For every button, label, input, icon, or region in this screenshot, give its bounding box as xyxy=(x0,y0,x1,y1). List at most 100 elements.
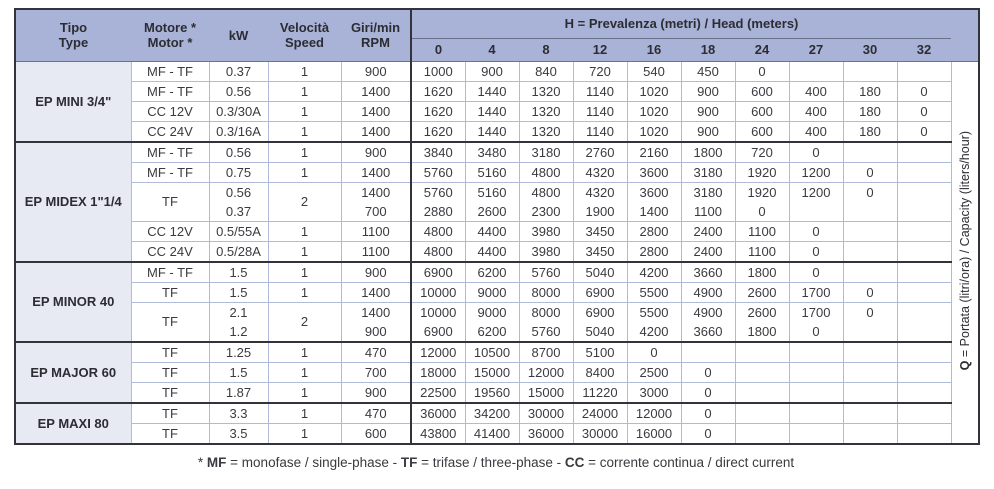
cell-h-24: 1100 xyxy=(734,220,789,241)
cell-h-24: 2600 xyxy=(734,281,789,302)
cell-h-24: 1920 0 xyxy=(734,181,789,221)
cell-h-8: 4800 2300 xyxy=(518,181,573,221)
cell-h-30: 180 xyxy=(842,100,897,121)
table-row: CC 24V 0.5/28A 1 1100 4800 4400 3980 3450 2800 24… xyxy=(15,240,979,262)
cell-h-27 xyxy=(788,340,843,362)
cell-kw: 0.5/28A xyxy=(208,240,268,262)
cell-h-32: 0 xyxy=(896,80,952,101)
table-row: TF 1.5 1 700 18000 15000 12000 8400 2500 0 xyxy=(15,361,979,382)
cell-speed: 1 xyxy=(267,80,341,101)
pump-type-cell: EP MAJOR 60 xyxy=(15,340,131,403)
cell-rpm: 1400 900 xyxy=(340,301,411,342)
table-row: EP MAJOR 60 TF 1.25 1 470 12000 10500 8700 5100 0 xyxy=(15,340,979,403)
cell-h-30 xyxy=(842,340,897,362)
catalog-sheet: Tipo Type Motore * Motor * kW Velocità S… xyxy=(14,8,981,470)
cell-motor: TF xyxy=(130,381,209,403)
cell-h-4: 9000 xyxy=(464,281,519,302)
cell-rpm: 1400 xyxy=(340,281,411,302)
cell-speed: 1 xyxy=(267,361,341,382)
cell-h-4: 4400 xyxy=(464,220,519,241)
cell-speed: 1 xyxy=(267,340,341,362)
cell-h-0: 4800 xyxy=(410,240,465,262)
cell-rpm: 1400 xyxy=(340,80,411,101)
cell-h-4: 10500 xyxy=(464,340,519,362)
cell-h-4: 5160 xyxy=(464,161,519,182)
cell-h-27: 400 xyxy=(788,80,843,101)
cell-h-16: 1020 xyxy=(626,100,681,121)
cell-h-4: 5160 2600 xyxy=(464,181,519,221)
cell-h-18: 900 xyxy=(680,100,735,121)
cell-h-0: 3840 xyxy=(410,140,465,162)
cell-h-30 xyxy=(842,381,897,403)
cell-h-4: 41400 xyxy=(464,422,519,444)
cell-h-32 xyxy=(896,422,952,444)
cell-kw: 1.5 xyxy=(208,281,268,302)
cell-h-27: 1700 xyxy=(788,281,843,302)
col-header-kw: kW xyxy=(209,9,268,62)
cell-h-4: 34200 xyxy=(464,401,519,423)
cell-h-16: 3000 xyxy=(626,381,681,403)
head-value-8: 8 xyxy=(519,38,573,62)
cell-rpm: 470 xyxy=(340,340,411,362)
cell-h-16: 12000 xyxy=(626,401,681,423)
cell-h-16: 0 xyxy=(626,340,681,362)
cell-h-0: 12000 xyxy=(410,340,465,362)
cell-h-18: 4900 3660 xyxy=(680,301,735,342)
cell-h-16: 540 xyxy=(626,61,681,81)
table-row: CC 12V 0.5/55A 1 1100 4800 4400 3980 3450 2800 24… xyxy=(15,220,979,241)
cell-h-24 xyxy=(734,401,789,423)
cell-h-30: 0 xyxy=(842,181,897,221)
cell-h-30 xyxy=(842,220,897,241)
cell-h-12: 11220 xyxy=(572,381,627,403)
table-row: TF 2.1 1.2 2 1400 900 10000 6900 9000 6200 8000 576… xyxy=(15,301,979,342)
table-body: EP MINI 3/4" MF - TF 0.37 1 900 1000 900 840 720… xyxy=(15,61,980,444)
cell-h-12: 720 xyxy=(572,61,627,81)
footnote: * MF = monofase / single-phase - TF = tr… xyxy=(197,454,795,470)
cell-rpm: 600 xyxy=(340,422,411,444)
cell-rpm: 900 xyxy=(340,61,411,81)
cell-h-16: 4200 xyxy=(626,260,681,282)
cell-h-8: 8000 5760 xyxy=(518,301,573,342)
cell-h-8: 30000 xyxy=(518,401,573,423)
cell-h-12: 4320 1900 xyxy=(572,181,627,221)
cell-speed: 1 xyxy=(267,220,341,241)
head-value-18: 18 xyxy=(681,38,735,62)
cell-h-0: 43800 xyxy=(410,422,465,444)
col-header-rpm: Giri/min RPM xyxy=(341,9,411,62)
cell-rpm: 1400 xyxy=(340,161,411,182)
cell-h-8: 36000 xyxy=(518,422,573,444)
cell-h-8: 8000 xyxy=(518,281,573,302)
cell-h-24: 2600 1800 xyxy=(734,301,789,342)
cell-rpm: 1400 xyxy=(340,120,411,142)
cell-h-0: 22500 xyxy=(410,381,465,403)
cell-h-12: 1140 xyxy=(572,120,627,142)
cell-h-18: 3180 1100 xyxy=(680,181,735,221)
cell-h-30: 180 xyxy=(842,120,897,142)
cell-h-4: 1440 xyxy=(464,100,519,121)
table-row: TF 1.87 1 900 22500 19560 15000 11220 3000 0 xyxy=(15,381,979,403)
table-row: EP MAXI 80 TF 3.3 1 470 36000 34200 30000 24000 1… xyxy=(15,401,979,444)
cell-h-8: 8700 xyxy=(518,340,573,362)
cell-motor: MF - TF xyxy=(130,140,209,162)
cell-h-12: 3450 xyxy=(572,240,627,262)
cell-h-16: 2800 xyxy=(626,240,681,262)
cell-speed: 1 xyxy=(267,140,341,162)
cell-h-0: 18000 xyxy=(410,361,465,382)
cell-h-32 xyxy=(896,140,952,162)
cell-h-30 xyxy=(842,422,897,444)
cell-motor: TF xyxy=(130,361,209,382)
cell-h-8: 5760 xyxy=(518,260,573,282)
cell-h-18: 1800 xyxy=(680,140,735,162)
table-row: CC 12V 0.3/30A 1 1400 1620 1440 1320 1140 1020 90… xyxy=(15,100,979,121)
cell-motor: CC 12V xyxy=(130,100,209,121)
pump-performance-table: Tipo Type Motore * Motor * kW Velocità S… xyxy=(14,8,981,445)
cell-h-16: 5500 4200 xyxy=(626,301,681,342)
col-header-type: Tipo Type xyxy=(15,9,131,62)
cell-h-24: 1920 xyxy=(734,161,789,182)
cell-speed: 1 xyxy=(267,260,341,282)
cell-h-16: 2500 xyxy=(626,361,681,382)
cell-h-30: 0 xyxy=(842,161,897,182)
cell-h-27 xyxy=(788,422,843,444)
cell-kw: 1.5 xyxy=(208,361,268,382)
cell-h-12: 5040 xyxy=(572,260,627,282)
